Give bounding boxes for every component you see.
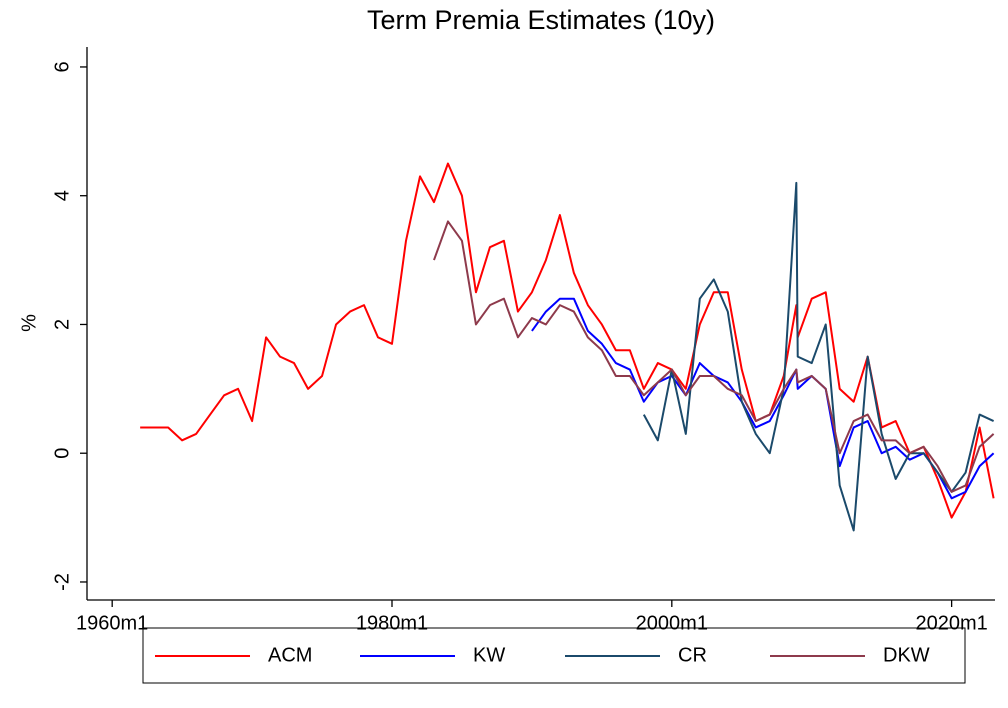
series-line — [642, 181, 995, 532]
x-tick-label: 2000m1 — [636, 612, 708, 634]
series-line — [140, 162, 995, 519]
x-tick-label: 1960m1 — [76, 612, 148, 634]
y-tick-label: 2 — [51, 319, 73, 330]
legend-label: CR — [678, 644, 707, 666]
legend-label: DKW — [883, 644, 930, 666]
y-tick-label: 4 — [51, 190, 73, 201]
x-tick-label: 1980m1 — [356, 612, 428, 634]
chart-title: Term Premia Estimates (10y) — [367, 5, 715, 35]
y-tick-label: -2 — [51, 573, 73, 591]
legend-label: KW — [473, 644, 505, 666]
y-tick-label: 6 — [51, 61, 73, 72]
series-line — [433, 220, 995, 493]
y-axis-label: % — [18, 314, 40, 332]
legend-label: ACM — [268, 644, 312, 666]
series-line — [531, 297, 995, 500]
y-tick-label: 0 — [51, 448, 73, 459]
legend-box — [142, 627, 966, 684]
x-tick-label: 2020m1 — [915, 612, 987, 634]
